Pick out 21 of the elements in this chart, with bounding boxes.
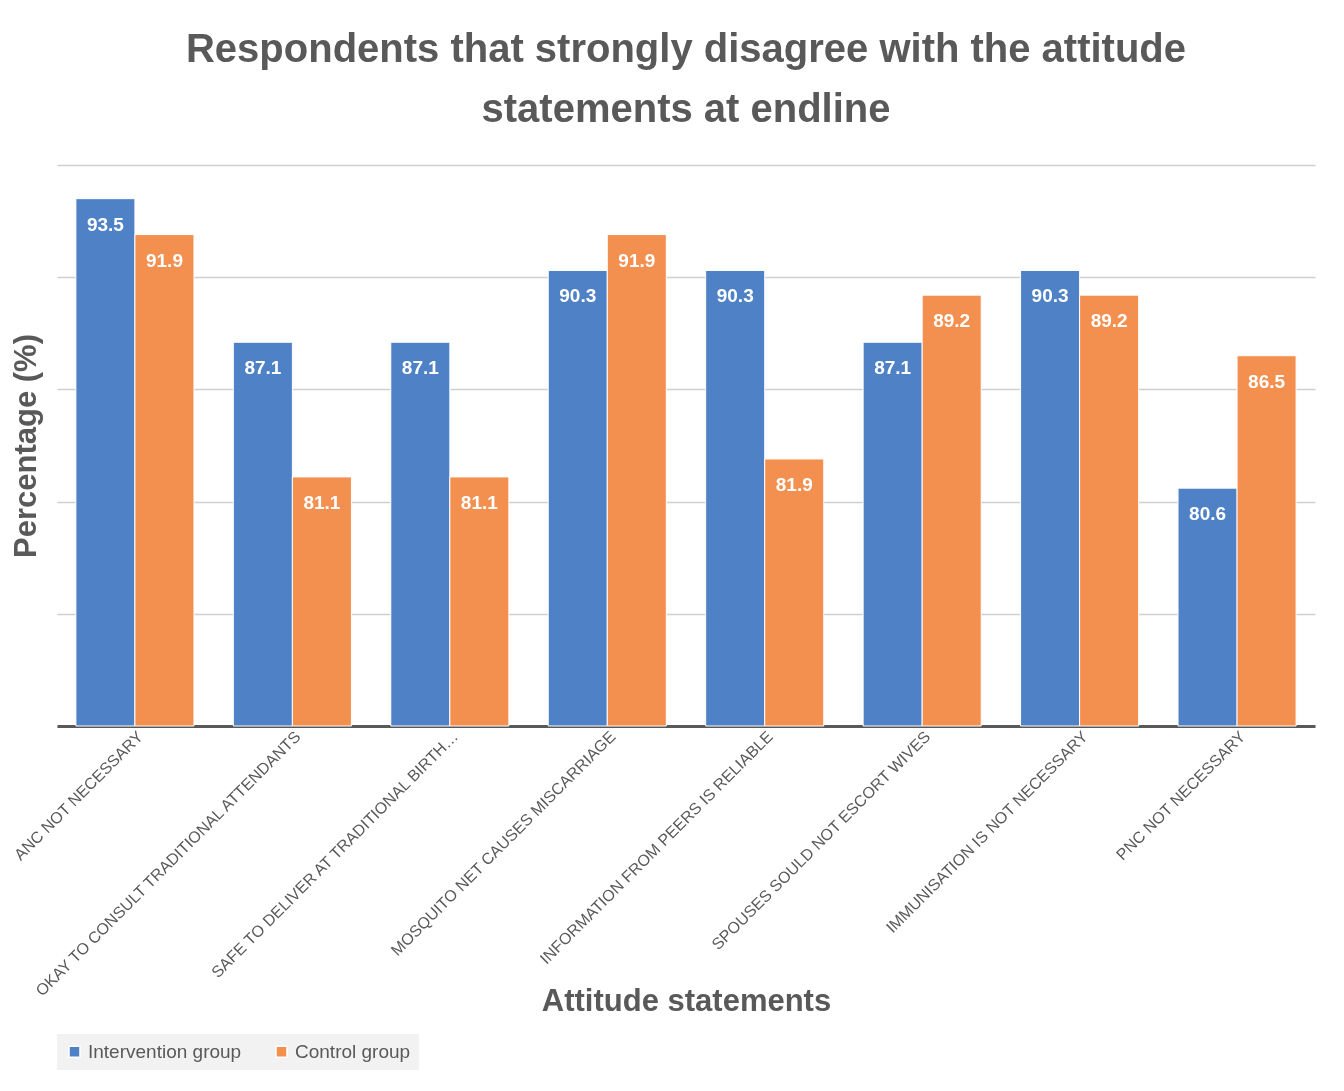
data-label: 87.1: [874, 357, 912, 379]
data-label: 86.5: [1248, 370, 1286, 392]
chart-title: Respondents that strongly disagree with the attitude statements at endline: [185, 26, 1187, 130]
legend-label: Intervention group: [88, 1040, 242, 1062]
data-label: 93.5: [86, 213, 125, 235]
data-label: 87.1: [401, 357, 440, 379]
data-label: 91.9: [145, 249, 183, 271]
data-label: 89.2: [933, 310, 971, 332]
data-label: 81.1: [460, 491, 499, 513]
data-label: 91.9: [618, 249, 656, 271]
data-label: 89.2: [1090, 310, 1128, 332]
data-label: 90.3: [1031, 285, 1069, 307]
data-label: 90.3: [716, 285, 754, 307]
data-label: 80.6: [1189, 503, 1227, 525]
data-label: 90.3: [559, 285, 597, 307]
legend-label: Control group: [295, 1040, 411, 1062]
data-label: 81.1: [303, 491, 341, 513]
data-label: 81.9: [775, 473, 813, 495]
data-label: 87.1: [244, 357, 282, 379]
y-axis-title: Percentage (%): [7, 334, 43, 558]
x-axis-title: Attitude statements: [541, 982, 832, 1018]
